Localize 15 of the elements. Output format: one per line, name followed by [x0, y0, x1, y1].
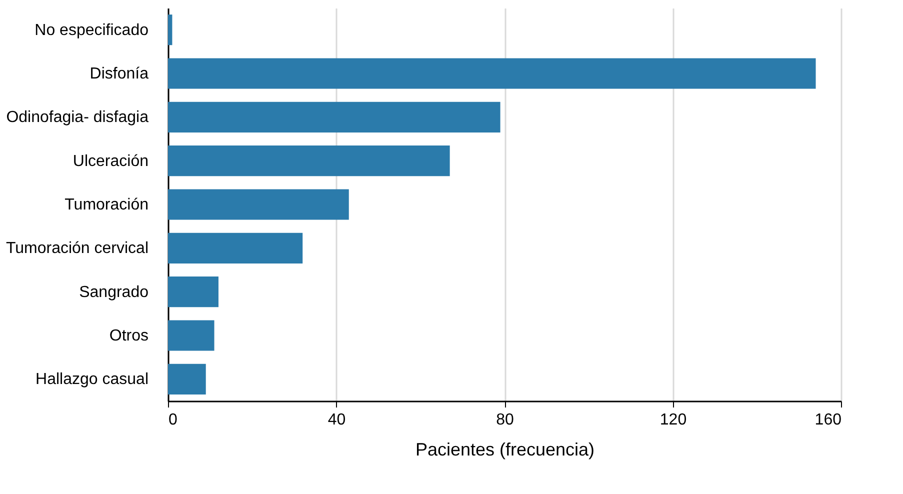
x-tick-label: 120 — [660, 412, 687, 428]
x-tick-label: 160 — [814, 412, 842, 428]
y-tick-label: Disfonía — [90, 66, 149, 82]
x-tick-label: 80 — [496, 412, 514, 428]
y-tick-label: Otros — [109, 328, 148, 344]
y-tick-label: Tumoración — [64, 196, 148, 214]
y-tick-label: Hallazgo casual — [36, 371, 148, 388]
y-tick-label: Sangrado — [79, 284, 149, 301]
y-tick-label: Tumoración cervical — [6, 240, 148, 258]
x-axis-title: Pacientes (frecuencia) — [415, 440, 595, 460]
y-tick-label: Odinofagia- disfagia — [6, 109, 149, 126]
y-tick-label: No especificado — [34, 22, 149, 39]
x-tick-label: 40 — [328, 412, 346, 428]
x-tick-label: 0 — [168, 412, 178, 428]
y-tick-label: Ulceración — [72, 152, 148, 170]
